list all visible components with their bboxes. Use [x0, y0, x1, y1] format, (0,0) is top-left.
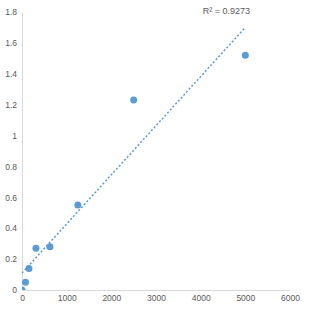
y-tick-label: 0.2	[5, 254, 17, 264]
y-tick: 0.6	[5, 193, 22, 203]
y-tick: 0.2	[5, 254, 22, 264]
y-tick-label: 0.6	[5, 193, 17, 203]
point	[22, 279, 29, 286]
x-tick: 5000	[236, 290, 255, 303]
x-tick: 4000	[192, 290, 211, 303]
y-tick: 1.8	[5, 7, 22, 17]
y-tick: 1.4	[5, 69, 22, 79]
x-tick: 6000	[281, 290, 300, 303]
y-axis-line	[22, 13, 23, 291]
x-tick: 3000	[147, 290, 166, 303]
point	[22, 287, 26, 291]
y-tick-label: 1.4	[5, 69, 17, 79]
plot-area	[22, 27, 249, 290]
point	[74, 202, 81, 209]
y-tick-label: 0.8	[5, 162, 17, 172]
x-tick-label: 2000	[102, 293, 121, 303]
trendline	[22, 27, 245, 273]
point	[130, 97, 137, 104]
y-tick: 1.6	[5, 38, 22, 48]
y-tick-label: 0	[12, 285, 17, 295]
y-tick: 0	[12, 285, 22, 295]
point	[46, 243, 53, 250]
x-tick-label: 1000	[58, 293, 77, 303]
x-axis: 0 1000 2000 3000 4000 5000 6000	[20, 290, 300, 303]
y-tick: 0.8	[5, 162, 22, 172]
y-tick-label: 1.6	[5, 38, 17, 48]
x-tick: 1000	[58, 290, 77, 303]
x-tick-label: 3000	[147, 293, 166, 303]
y-tick: 1.2	[5, 100, 22, 110]
point	[25, 265, 32, 272]
point	[32, 245, 39, 252]
x-tick-label: 4000	[192, 293, 211, 303]
x-tick-label: 5000	[236, 293, 255, 303]
chart: 0 1000 2000 3000 4000 5000 6000 0 0.2 0.4 0.6 0.8 1 1…	[0, 0, 312, 312]
y-axis: 0 0.2 0.4 0.6 0.8 1 1.2 1.4 1.6 1.8	[5, 7, 22, 295]
y-tick-label: 0.4	[5, 223, 17, 233]
x-axis-line	[23, 290, 291, 291]
x-tick: 0	[20, 290, 25, 303]
y-tick: 0.4	[5, 223, 22, 233]
y-tick-label: 1.8	[5, 7, 17, 17]
y-tick: 1	[12, 131, 22, 141]
x-tick: 2000	[102, 290, 121, 303]
point	[242, 52, 249, 59]
x-tick-label: 0	[20, 293, 25, 303]
y-tick-label: 1.2	[5, 100, 17, 110]
annotation: R² = 0.9273	[203, 6, 250, 16]
y-tick-label: 1	[12, 131, 17, 141]
x-tick-label: 6000	[281, 293, 300, 303]
